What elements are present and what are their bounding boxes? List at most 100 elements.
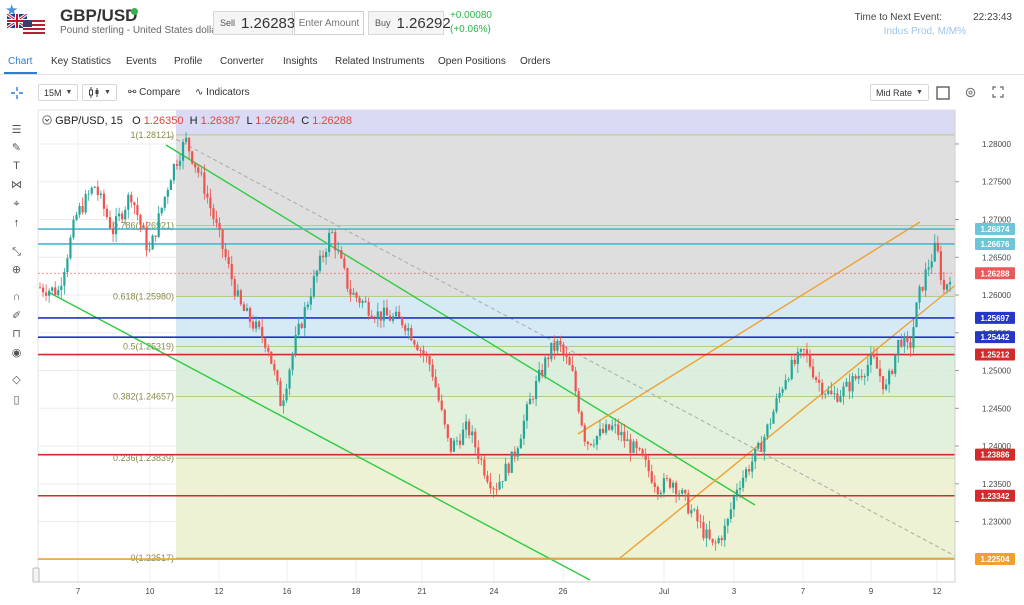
fullscreen-window-icon[interactable] bbox=[936, 86, 950, 100]
candle-body bbox=[273, 363, 276, 371]
collapse-legend-icon[interactable] bbox=[42, 115, 52, 125]
zoom-icon[interactable]: ⊕ bbox=[11, 264, 22, 276]
tab-converter[interactable]: Converter bbox=[220, 56, 264, 67]
price-tag bbox=[975, 237, 1015, 250]
chart-toolbar: 15M ▼ ▼ ⚯ Compare ∿ Indicators Mid Rate … bbox=[0, 82, 1024, 104]
candle-body bbox=[358, 297, 361, 303]
candle-body bbox=[175, 164, 179, 166]
candle-body bbox=[821, 382, 824, 395]
buy-price: 1.26292 bbox=[396, 14, 451, 32]
candle-body bbox=[796, 351, 799, 365]
ruler-icon[interactable]: ⌖ bbox=[13, 198, 20, 210]
candle-body bbox=[842, 386, 845, 397]
candle-body bbox=[528, 398, 532, 405]
candle-body bbox=[318, 255, 322, 271]
interval-select[interactable]: 15M ▼ bbox=[38, 84, 79, 101]
tab-chart[interactable]: Chart bbox=[8, 56, 33, 67]
measure-icon[interactable]: ⤡ bbox=[12, 246, 21, 258]
candle-body bbox=[668, 478, 672, 488]
candle-body bbox=[541, 369, 544, 376]
candle-body bbox=[513, 451, 516, 457]
crosshair-icon[interactable] bbox=[10, 86, 24, 100]
candle-body bbox=[215, 219, 218, 223]
candle-body bbox=[99, 193, 102, 196]
tab-open-positions[interactable]: Open Positions bbox=[438, 56, 506, 67]
trash-icon[interactable]: ▯ bbox=[13, 394, 20, 406]
lines-icon[interactable]: ☰ bbox=[11, 124, 22, 136]
drawing-tools: ☰ ✎ T ⋈ ⌖ ↑ ⤡ ⊕ ∩ ✐ ⊓ ◉ ◇ ▯ bbox=[0, 118, 32, 418]
candle-body bbox=[218, 222, 221, 230]
chart-type-select[interactable]: ▼ bbox=[82, 84, 117, 101]
indicators-button[interactable]: ∿ Indicators bbox=[195, 87, 250, 98]
candle-body bbox=[468, 421, 471, 436]
price-tick-label: 1.24500 bbox=[982, 404, 1011, 413]
candle-body bbox=[291, 353, 294, 370]
candle-body bbox=[744, 469, 748, 478]
amount-input[interactable] bbox=[294, 11, 364, 35]
candle-body bbox=[945, 284, 949, 290]
next-event-link[interactable]: Indus Prod, M/M% bbox=[883, 26, 966, 37]
candle-body bbox=[270, 351, 273, 364]
candle-body bbox=[924, 269, 927, 291]
fib-band bbox=[176, 458, 955, 559]
tab-related-instruments[interactable]: Related Instruments bbox=[335, 56, 425, 67]
candle-body bbox=[315, 270, 319, 277]
tab-events[interactable]: Events bbox=[126, 56, 157, 67]
gear-icon[interactable] bbox=[964, 86, 977, 99]
candle-body bbox=[659, 492, 662, 495]
candle-body bbox=[912, 327, 915, 348]
candle-body bbox=[854, 376, 857, 379]
tab-profile[interactable]: Profile bbox=[174, 56, 203, 67]
brush-icon[interactable]: ✎ bbox=[11, 142, 22, 154]
tab-orders[interactable]: Orders bbox=[520, 56, 551, 67]
candle-body bbox=[811, 366, 815, 378]
candle-body bbox=[90, 187, 93, 194]
candle-body bbox=[650, 471, 653, 483]
candle-body bbox=[111, 228, 115, 235]
candle-body bbox=[711, 538, 714, 543]
expand-icon[interactable] bbox=[992, 86, 1004, 98]
magnet-icon[interactable]: ∩ bbox=[12, 291, 21, 303]
candle-body bbox=[258, 321, 261, 328]
candle-body bbox=[547, 357, 550, 360]
live-status-dot bbox=[131, 8, 138, 15]
arrow-up-icon[interactable]: ↑ bbox=[13, 217, 20, 229]
pair-name: Pound sterling - United States dollar bbox=[60, 25, 221, 36]
lock-draw-icon[interactable]: ✐ bbox=[11, 310, 22, 322]
candle-body bbox=[145, 227, 148, 251]
price-tag-label: 1.26874 bbox=[981, 225, 1010, 234]
candle-body bbox=[839, 396, 842, 402]
candle-body bbox=[471, 431, 474, 436]
rate-mode-select[interactable]: Mid Rate ▼ bbox=[870, 84, 929, 101]
candle-body bbox=[495, 489, 498, 491]
candle-body bbox=[681, 489, 684, 494]
candle-body bbox=[647, 460, 650, 472]
candle-body bbox=[781, 389, 784, 393]
candle-body bbox=[775, 397, 778, 412]
tab-insights[interactable]: Insights bbox=[283, 56, 318, 67]
pattern-icon[interactable]: ⋈ bbox=[11, 179, 22, 191]
eye-icon[interactable]: ◉ bbox=[11, 347, 22, 359]
candles-group bbox=[38, 132, 952, 551]
sell-button[interactable]: Sell 1.26283 bbox=[213, 11, 295, 35]
text-icon[interactable]: T bbox=[13, 160, 20, 172]
candle-body bbox=[194, 163, 197, 168]
tab-bar: Chart Key Statistics Events Profile Conv… bbox=[0, 50, 1024, 75]
candle-body bbox=[687, 493, 690, 514]
candle-body bbox=[352, 292, 355, 295]
candle-body bbox=[678, 493, 681, 495]
tab-key-statistics[interactable]: Key Statistics bbox=[51, 56, 112, 67]
fib-level-label: 0.5(1.25319) bbox=[123, 341, 174, 351]
candle-body bbox=[191, 151, 194, 164]
buy-button[interactable]: Buy 1.26292 bbox=[368, 11, 451, 35]
lock-icon[interactable]: ⊓ bbox=[12, 328, 21, 340]
candle-body bbox=[309, 296, 312, 305]
candle-body bbox=[443, 409, 446, 425]
layers-icon[interactable]: ◇ bbox=[12, 374, 21, 386]
compare-button[interactable]: ⚯ Compare bbox=[128, 87, 180, 98]
candle-body bbox=[790, 359, 793, 380]
candle-body bbox=[851, 376, 854, 392]
pair-symbol: GBP/USD bbox=[60, 6, 138, 25]
